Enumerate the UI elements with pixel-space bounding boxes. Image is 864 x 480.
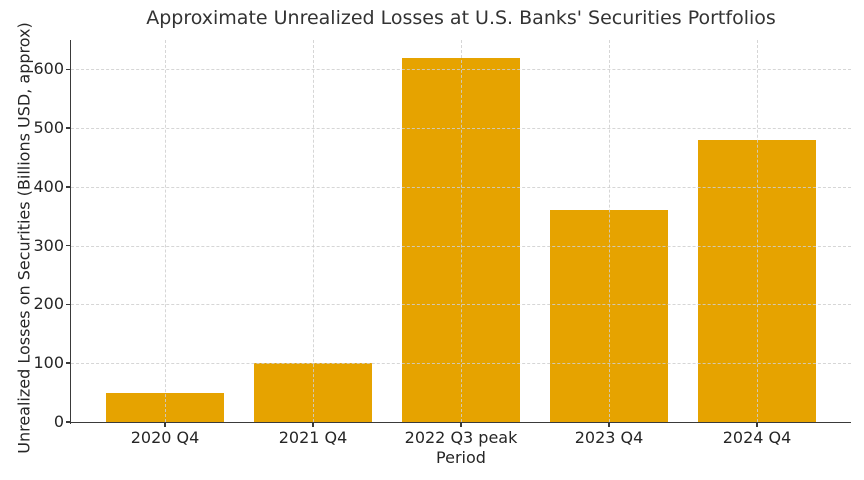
y-axis-spine <box>69 40 72 424</box>
v-gridline-4 <box>609 40 610 422</box>
x-tick-label-3: 2022 Q3 peak <box>404 428 518 447</box>
y-tick-label-400: 400 <box>33 176 64 196</box>
y-tick-400 <box>66 186 71 188</box>
x-tick-4 <box>608 422 610 427</box>
x-tick-label-1: 2020 Q4 <box>130 428 200 447</box>
y-axis-label: Unrealized Losses on Securities (Billion… <box>14 22 34 454</box>
y-tick-label-300: 300 <box>33 235 64 255</box>
v-gridline-5 <box>757 40 758 422</box>
y-tick-0 <box>66 421 71 423</box>
y-tick-600 <box>66 68 71 71</box>
y-tick-100 <box>66 362 71 365</box>
v-gridline-1 <box>165 40 166 422</box>
x-tick-label-4: 2023 Q4 <box>574 428 644 447</box>
y-tick-label-100: 100 <box>33 353 64 373</box>
x-tick-label-5: 2024 Q4 <box>722 428 792 447</box>
x-tick-1 <box>164 422 166 427</box>
y-tick-500 <box>66 127 71 129</box>
chart-title: Approximate Unrealized Losses at U.S. Ba… <box>146 7 776 29</box>
y-tick-300 <box>66 244 71 247</box>
x-axis-label: Period <box>436 448 486 467</box>
y-tick-label-500: 500 <box>33 118 64 138</box>
y-tick-label-200: 200 <box>33 294 64 314</box>
x-tick-2 <box>312 422 314 427</box>
y-tick-200 <box>66 303 71 306</box>
x-tick-5 <box>756 422 758 427</box>
v-gridline-2 <box>313 40 314 422</box>
x-tick-3 <box>460 422 462 427</box>
x-tick-label-2: 2021 Q4 <box>278 428 348 447</box>
v-gridline-3 <box>461 40 462 422</box>
y-tick-label-0: 0 <box>53 412 64 431</box>
plot-area <box>71 40 851 422</box>
y-tick-label-600: 600 <box>33 59 64 79</box>
